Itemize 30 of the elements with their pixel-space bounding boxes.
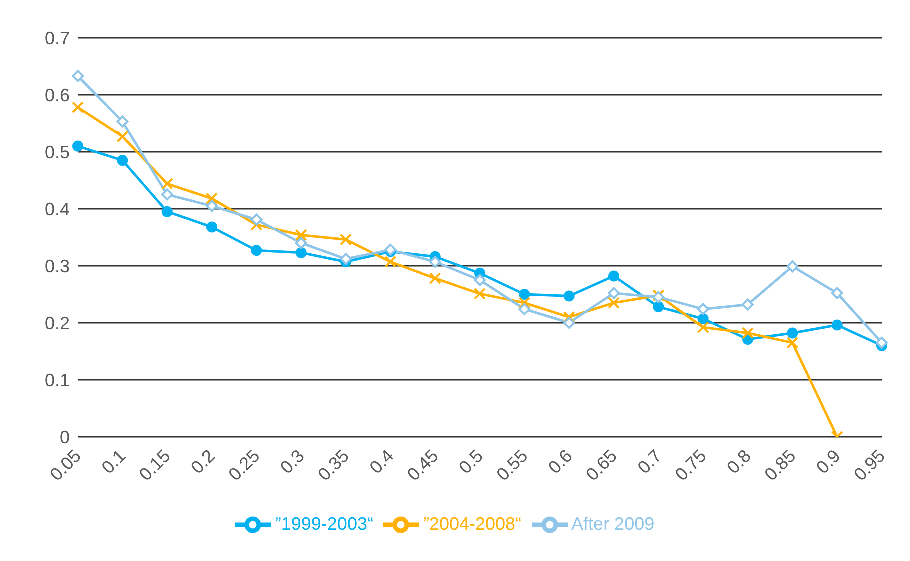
x-tick-label: 0.1 <box>98 446 130 478</box>
x-tick-label: 0.25 <box>224 446 264 485</box>
x-tick-label: 0.85 <box>760 446 800 485</box>
x-tick-label: 0.5 <box>455 446 488 478</box>
y-tick-label: 0.5 <box>44 142 70 162</box>
x-tick-label: 0.9 <box>812 446 844 478</box>
y-tick-label: 0.7 <box>44 28 70 48</box>
x-tick-label: 0.45 <box>403 446 442 485</box>
x-tick-label: 0.95 <box>850 446 890 485</box>
x-tick-label: 0.8 <box>723 446 756 478</box>
y-tick-label: 0.6 <box>44 85 70 106</box>
legend-label: ”1999-2003“ <box>275 514 374 534</box>
x-tick-label: 0.15 <box>135 446 174 485</box>
x-tick-label: 0.3 <box>276 446 308 478</box>
y-tick-label: 0.3 <box>44 256 70 276</box>
y-tick-label: 0.4 <box>44 199 70 220</box>
y-tick-label: 0.2 <box>44 313 70 334</box>
legend-label: After 2009 <box>572 514 655 534</box>
y-tick-label: 0.1 <box>44 370 70 390</box>
y-tick-label: 0 <box>60 427 70 448</box>
x-tick-label: 0.05 <box>46 446 86 485</box>
x-tick-label: 0.7 <box>634 446 666 478</box>
x-tick-label: 0.55 <box>492 446 532 485</box>
x-tick-label: 0.65 <box>582 446 622 485</box>
legend-label: ”2004-2008“ <box>423 514 522 534</box>
x-tick-label: 0.75 <box>671 446 710 485</box>
x-tick-label: 0.35 <box>314 446 354 485</box>
x-tick-label: 0.2 <box>187 446 220 478</box>
x-tick-label: 0.6 <box>544 446 576 478</box>
x-tick-label: 0.4 <box>366 446 398 478</box>
